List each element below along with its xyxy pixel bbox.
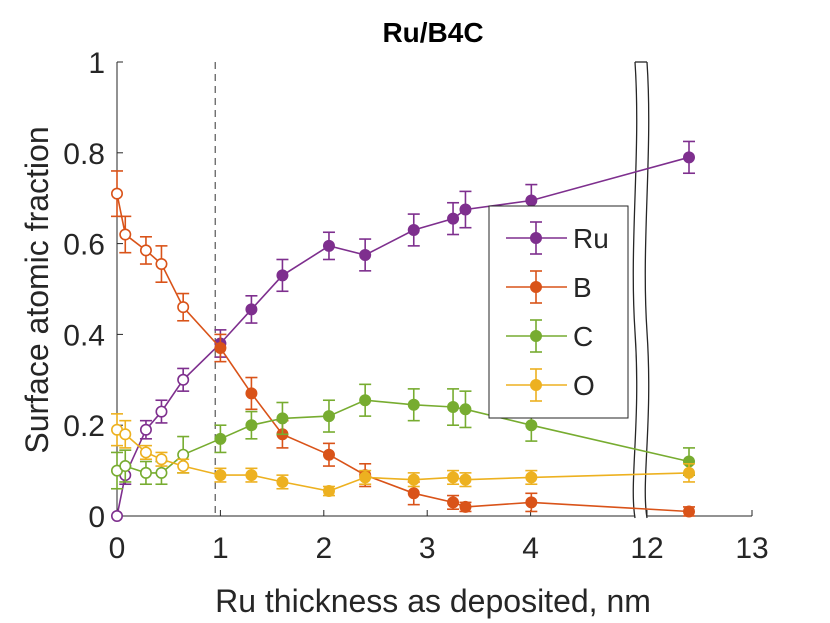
data-point [214, 432, 227, 445]
data-point [245, 303, 258, 316]
data-point [322, 448, 335, 461]
data-point [322, 410, 335, 423]
data-point [359, 248, 372, 261]
data-point [177, 373, 190, 386]
y-tick-label: 0.4 [63, 319, 105, 352]
data-point [139, 423, 152, 436]
data-point [111, 509, 124, 522]
data-point [459, 500, 472, 513]
data-point [155, 405, 168, 418]
series-o [111, 413, 695, 498]
legend-item-ru: Ru [506, 221, 609, 255]
y-axis-label: Surface atomic fraction [19, 126, 55, 453]
data-point [525, 496, 538, 509]
series-ru [111, 140, 695, 522]
legend-item-o: O [506, 368, 595, 402]
data-point [322, 485, 335, 498]
data-point [119, 428, 132, 441]
data-point [447, 496, 460, 509]
legend-marker [529, 280, 542, 293]
data-point [447, 401, 460, 414]
data-point [276, 475, 289, 488]
y-tick-label: 0.6 [63, 229, 105, 262]
legend-label: B [573, 272, 592, 303]
data-point [407, 473, 420, 486]
data-point [155, 466, 168, 479]
chart-title: Ru/B4C [382, 17, 483, 48]
data-point [525, 194, 538, 207]
data-point [459, 203, 472, 216]
axis-break-line [632, 61, 638, 519]
data-point [322, 239, 335, 252]
data-point [407, 223, 420, 236]
data-point [447, 212, 460, 225]
data-point [525, 471, 538, 484]
x-tick-label: 12 [630, 532, 663, 565]
x-tick-label: 4 [522, 532, 539, 565]
legend: Ru BCO [488, 205, 629, 419]
data-point [459, 473, 472, 486]
legend-item-c: C [506, 319, 593, 353]
data-point [119, 228, 132, 241]
data-point [245, 387, 258, 400]
x-tick-label: 0 [109, 532, 126, 565]
legend-item-b: B [506, 270, 592, 304]
data-point [359, 394, 372, 407]
data-point [111, 187, 124, 200]
data-point [214, 342, 227, 355]
y-tick-label: 1 [88, 47, 105, 80]
x-tick-label: 1 [212, 532, 229, 565]
legend-marker [529, 378, 542, 391]
data-point [447, 471, 460, 484]
data-point [139, 446, 152, 459]
data-point [177, 448, 190, 461]
data-point [276, 412, 289, 425]
data-point [245, 469, 258, 482]
data-point [177, 460, 190, 473]
data-point [407, 398, 420, 411]
y-tick-label: 0.2 [63, 410, 105, 443]
y-tick-label: 0.8 [63, 138, 105, 171]
data-point [682, 151, 695, 164]
legend-box [488, 205, 629, 419]
data-point [155, 258, 168, 271]
data-point [139, 244, 152, 257]
x-tick-label: 2 [315, 532, 332, 565]
data-point [459, 403, 472, 416]
axis-break [632, 61, 650, 519]
legend-label: Ru [573, 223, 609, 254]
data-point [177, 301, 190, 314]
axis-break-line [644, 61, 650, 519]
legend-marker [529, 329, 542, 342]
data-point [119, 460, 132, 473]
data-point [155, 453, 168, 466]
data-point [245, 419, 258, 432]
axes: 00.20.40.60.810 1 2 3 4 12 13 [63, 47, 768, 565]
data-point [682, 505, 695, 518]
data-point [525, 419, 538, 432]
legend-label: C [573, 321, 593, 352]
data-point [407, 487, 420, 500]
x-tick-label: 3 [419, 532, 436, 565]
data-point [276, 269, 289, 282]
data-point [359, 471, 372, 484]
data-point [682, 466, 695, 479]
x-tick-label: 13 [735, 532, 768, 565]
legend-label: O [573, 370, 595, 401]
series-line [116, 429, 690, 492]
x-axis-label: Ru thickness as deposited, nm [215, 583, 651, 619]
legend-marker [529, 232, 542, 245]
y-tick-label: 0 [88, 501, 105, 534]
data-point [139, 466, 152, 479]
data-point [214, 469, 227, 482]
